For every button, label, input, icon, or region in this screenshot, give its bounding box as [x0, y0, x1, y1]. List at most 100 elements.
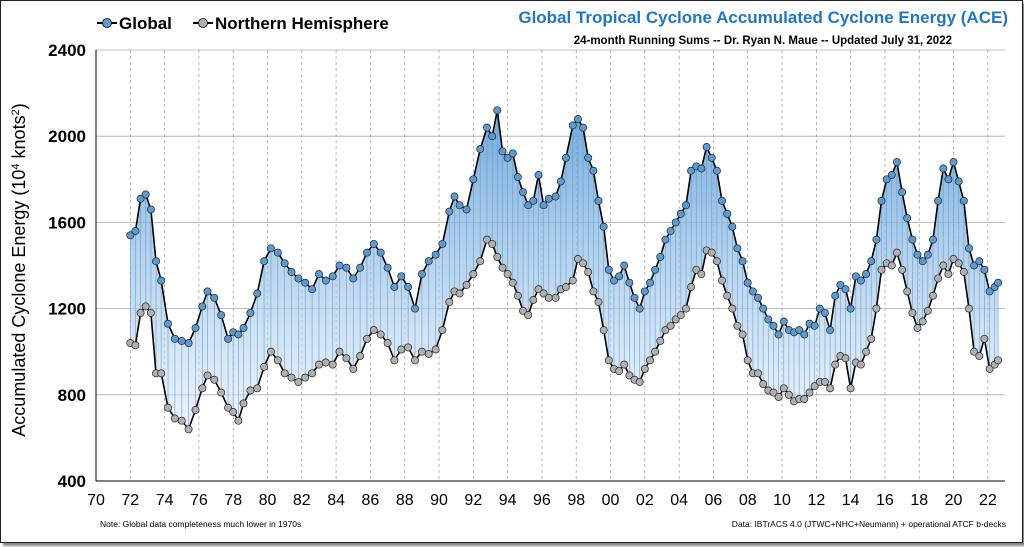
- global-point: [934, 196, 943, 205]
- global-point: [157, 276, 166, 285]
- nh-point: [769, 388, 778, 397]
- global-point: [568, 121, 577, 130]
- nh-point: [301, 373, 310, 382]
- nh-point: [146, 308, 155, 317]
- global-point: [534, 171, 543, 179]
- x-tick-label: 78: [224, 492, 242, 509]
- nh-point: [229, 408, 238, 416]
- nh-point: [841, 354, 850, 363]
- global-point: [544, 194, 553, 203]
- nh-point: [476, 257, 485, 266]
- global-point: [450, 192, 459, 201]
- nh-point: [383, 339, 392, 348]
- nh-point: [438, 326, 447, 335]
- x-tick-label: 80: [259, 492, 277, 509]
- global-point: [513, 173, 522, 182]
- global-point: [266, 244, 275, 253]
- global-point: [529, 196, 538, 205]
- nh-point: [738, 330, 747, 339]
- global-point: [646, 278, 654, 287]
- global-point: [651, 265, 660, 274]
- nh-point: [539, 289, 548, 298]
- global-point: [146, 205, 155, 214]
- global-point: [779, 317, 788, 326]
- nh-point: [820, 377, 829, 386]
- x-tick-label: 76: [190, 492, 208, 509]
- legend-nh-label: Northern Hemisphere: [215, 14, 389, 33]
- global-point: [369, 239, 378, 248]
- global-point: [994, 278, 1003, 287]
- nh-point: [164, 403, 172, 412]
- nh-point: [217, 388, 226, 397]
- nh-point: [923, 306, 932, 315]
- nh-point: [985, 364, 994, 373]
- global-point: [759, 304, 768, 313]
- global-point: [929, 235, 937, 244]
- nh-point: [561, 283, 570, 291]
- nh-point: [397, 345, 406, 354]
- nh-point: [203, 371, 212, 380]
- nh-point: [913, 324, 922, 332]
- global-point: [469, 175, 478, 184]
- global-point: [872, 235, 881, 244]
- nh-point: [604, 356, 613, 365]
- global-point: [820, 308, 829, 317]
- nh-point: [376, 330, 385, 339]
- global-point: [198, 302, 207, 311]
- nh-point: [136, 308, 145, 317]
- global-point: [438, 239, 447, 248]
- nh-point: [718, 276, 726, 285]
- nh-point: [519, 306, 528, 315]
- nh-point: [308, 369, 317, 378]
- global-point: [411, 304, 419, 313]
- global-point: [620, 261, 629, 270]
- global-point: [867, 257, 876, 266]
- global-point: [455, 201, 464, 210]
- global-point: [280, 259, 289, 268]
- global-point: [985, 287, 994, 296]
- nh-point: [970, 347, 979, 356]
- global-point: [301, 278, 310, 287]
- global-point: [903, 214, 912, 223]
- legend: Global Northern Hemisphere: [97, 14, 389, 33]
- global-point: [328, 272, 337, 281]
- nh-point: [867, 334, 876, 343]
- nh-point: [975, 352, 984, 360]
- global-point: [390, 283, 399, 291]
- nh-point: [831, 360, 840, 369]
- nh-point: [544, 293, 553, 302]
- nh-point: [635, 377, 644, 386]
- nh-point: [170, 414, 179, 423]
- global-point: [965, 244, 973, 253]
- global-point: [661, 235, 670, 244]
- nh-point: [260, 362, 269, 371]
- x-tick-label: 86: [362, 492, 380, 509]
- nh-point: [697, 270, 706, 279]
- nh-point: [191, 405, 200, 414]
- global-point: [923, 250, 932, 259]
- global-point: [519, 188, 528, 197]
- nh-point: [994, 356, 1003, 365]
- chart-title: Global Tropical Cyclone Accumulated Cycl…: [518, 8, 1008, 27]
- series-lines: [126, 106, 1003, 434]
- nh-point: [754, 369, 762, 378]
- global-point: [615, 272, 624, 281]
- nh-point: [959, 268, 968, 276]
- global-point: [856, 276, 865, 285]
- nh-point: [656, 336, 665, 345]
- nh-point: [294, 377, 303, 386]
- note-right: Data: IBTrACS 4.0 (JTWC+NHC+Neumann) + o…: [732, 519, 1006, 529]
- global-point: [363, 248, 371, 257]
- global-point: [404, 283, 413, 291]
- nh-point: [784, 390, 793, 399]
- fill-between-series: [130, 110, 999, 430]
- global-point: [697, 164, 706, 173]
- global-point: [551, 192, 560, 201]
- nh-point: [589, 287, 598, 296]
- x-tick-label: 98: [567, 492, 585, 509]
- nh-point: [390, 356, 399, 365]
- nh-point: [965, 304, 973, 313]
- global-point: [164, 319, 172, 328]
- global-point: [949, 158, 958, 167]
- nh-point: [469, 270, 478, 279]
